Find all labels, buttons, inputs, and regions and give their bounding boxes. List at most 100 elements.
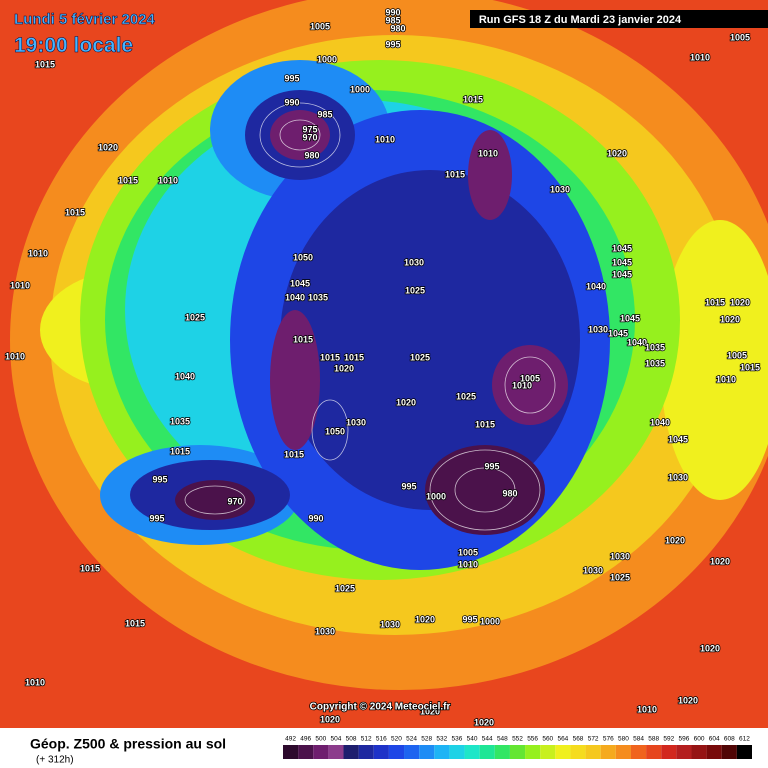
isobar-label: 1010 <box>158 175 178 185</box>
isobar-label: 1020 <box>700 643 720 653</box>
scale-label: 500 <box>315 736 326 743</box>
isobar-label: 1020 <box>730 297 750 307</box>
isobar-label: 1030 <box>380 619 400 629</box>
isobar-label: 985 <box>385 15 400 25</box>
isobar-label: 1000 <box>480 616 500 626</box>
isobar-label: 1010 <box>690 52 710 62</box>
isobar-label: 1010 <box>375 134 395 144</box>
scale-swatch <box>615 745 631 759</box>
isobar-label: 1000 <box>426 491 446 501</box>
scale-swatch <box>676 745 692 759</box>
isobar-label: 1030 <box>610 551 630 561</box>
isobar-label: 1040 <box>650 417 670 427</box>
isobar-label: 1010 <box>5 351 25 361</box>
scale-swatch <box>600 745 616 759</box>
isobar-label: 980 <box>502 488 517 498</box>
isobar-label: 1045 <box>612 269 632 279</box>
scale-label: 512 <box>361 736 372 743</box>
isobar-label: 1020 <box>334 363 354 373</box>
isobar-label: 995 <box>152 474 167 484</box>
scale-label: 580 <box>618 736 629 743</box>
isobar-label: 990 <box>385 7 400 17</box>
scale-label: 528 <box>421 736 432 743</box>
isobar-label: 975 <box>302 124 317 134</box>
scale-swatch <box>570 745 586 759</box>
scale-swatch <box>691 745 707 759</box>
isobar-label: 1010 <box>28 248 48 258</box>
isobar-label: 1040 <box>627 337 647 347</box>
scale-swatch <box>419 745 435 759</box>
isobar-label: 1005 <box>727 350 747 360</box>
scale-label: 576 <box>603 736 614 743</box>
isobar-label: 1015 <box>445 169 465 179</box>
isobar-label: 1025 <box>410 352 430 362</box>
isobar-label: 1040 <box>175 371 195 381</box>
isobar-label: 1030 <box>583 565 603 575</box>
isobar-label: 1040 <box>285 292 305 302</box>
scale-swatch <box>283 745 299 759</box>
scale-swatch <box>358 745 374 759</box>
isobar-label: 1030 <box>404 257 424 267</box>
scale-swatch <box>343 745 359 759</box>
isobar-label: 980 <box>304 150 319 160</box>
isobar-label: 1030 <box>315 626 335 636</box>
isobar-label: 995 <box>401 481 416 491</box>
isobar-label: 1020 <box>474 717 494 727</box>
isobar-label: 1020 <box>98 142 118 152</box>
isobar-label: 1005 <box>310 21 330 31</box>
isobar-label: 1010 <box>25 677 45 687</box>
scale-label: 572 <box>588 736 599 743</box>
scale-swatch <box>388 745 405 759</box>
isobar-label: 980 <box>390 23 405 33</box>
scale-label: 544 <box>482 736 493 743</box>
isobar-label: 1045 <box>290 278 310 288</box>
scale-swatch <box>464 745 480 759</box>
scale-swatch <box>298 745 314 759</box>
isobar-label: 1050 <box>325 426 345 436</box>
isobar-label: 1025 <box>405 285 425 295</box>
isobar-label: 1015 <box>65 207 85 217</box>
isobar-label: 1005 <box>520 373 540 383</box>
isobars <box>184 102 556 531</box>
isobar-label: 990 <box>284 97 299 107</box>
footer-title: Géop. Z500 & pression au sol <box>30 736 226 752</box>
isobar-label: 1015 <box>463 94 483 104</box>
isobar-label: 1005 <box>458 547 478 557</box>
isobar-label: 1020 <box>396 397 416 407</box>
isobar-label: 1020 <box>710 556 730 566</box>
isobar-label: 1020 <box>420 706 440 716</box>
isobar-label: 1015 <box>320 352 340 362</box>
scale-swatch <box>646 745 662 759</box>
isobar-label: 1040 <box>586 281 606 291</box>
isobar-label: 995 <box>484 461 499 471</box>
isobar-label: 1015 <box>125 618 145 628</box>
scale-swatch <box>404 745 420 759</box>
date: Lundi 5 février 2024 <box>14 11 156 28</box>
isobar-label: 1000 <box>350 84 370 94</box>
run-label: Run GFS 18 Z du Mardi 23 janvier 2024 <box>479 14 682 26</box>
scale-label: 504 <box>331 736 342 743</box>
scale-swatch <box>525 745 541 759</box>
isobar-label: 970 <box>302 132 317 142</box>
scale-label: 568 <box>573 736 584 743</box>
scale-swatch <box>328 745 344 759</box>
isobar-label: 1035 <box>170 416 190 426</box>
scale-swatch <box>540 745 556 759</box>
scale-label: 496 <box>300 736 311 743</box>
isobar-label: 1015 <box>293 334 313 344</box>
color-scale: 492 496 500 504 508 512 516 520 524 528 532 536 540 5… <box>283 736 752 759</box>
isobar-label: 1015 <box>344 352 364 362</box>
isobar-label: 995 <box>284 73 299 83</box>
isobar-label: 1030 <box>588 324 608 334</box>
isobar-label: 1015 <box>475 419 495 429</box>
isobar-label: 1035 <box>645 342 665 352</box>
isobar-label: 985 <box>317 109 332 119</box>
isobar-label: 1035 <box>308 292 328 302</box>
isobar-label: 1045 <box>612 257 632 267</box>
isobar-label: 970 <box>227 496 242 506</box>
scale-swatch <box>661 745 677 759</box>
scale-swatch <box>509 745 526 759</box>
isobar-label: 1015 <box>35 59 55 69</box>
scale-swatch <box>449 745 465 759</box>
